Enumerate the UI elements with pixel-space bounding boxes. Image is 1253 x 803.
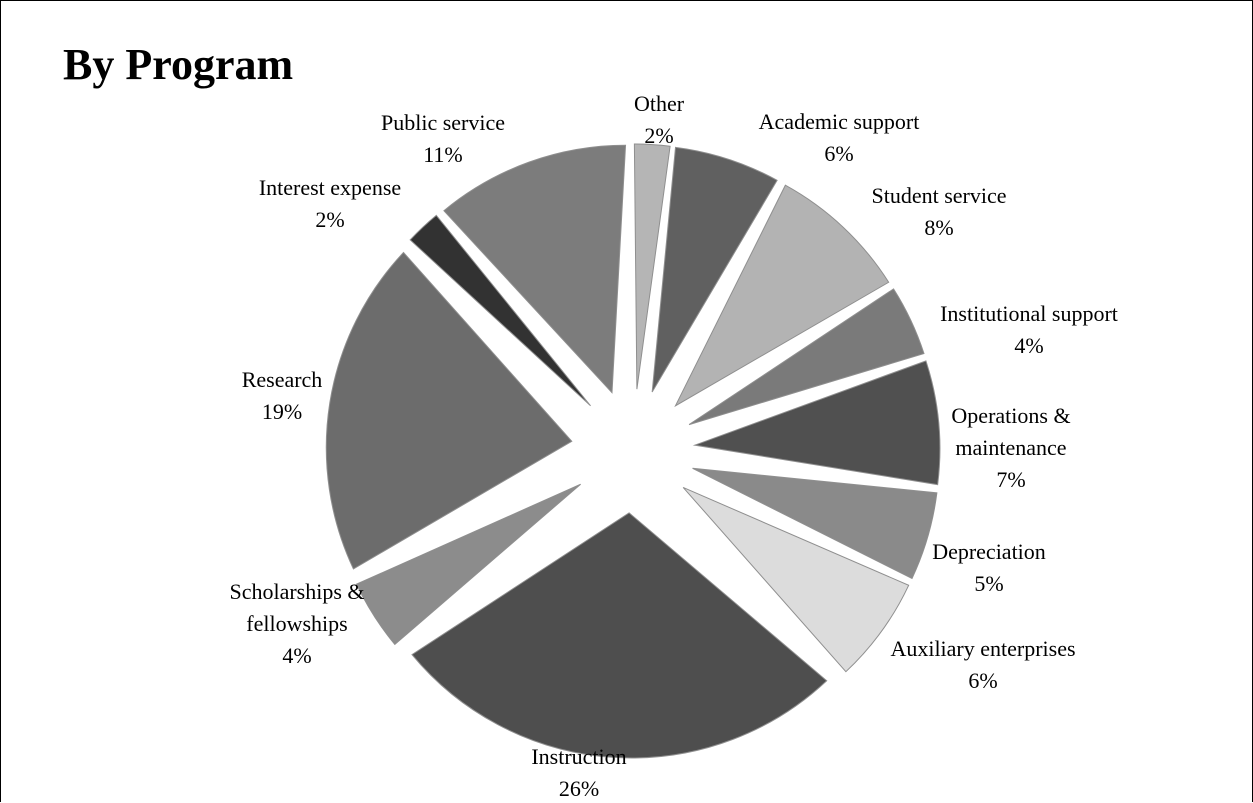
- slice-value: 19%: [262, 399, 302, 424]
- pie-slice: [355, 483, 581, 646]
- slice-value: 4%: [1014, 333, 1043, 358]
- slice-value: 4%: [282, 643, 311, 668]
- slice-label: Instruction 26%: [531, 744, 626, 801]
- pie-slice: [411, 512, 828, 759]
- pie-slice: [651, 146, 778, 393]
- slice-label: Operations & maintenance 7%: [951, 403, 1070, 492]
- slice-label: Academic support 6%: [759, 109, 920, 166]
- pie-slice: [325, 251, 573, 570]
- slice-label: Student service 8%: [871, 183, 1006, 240]
- slice-label: Public service 11%: [381, 110, 505, 167]
- slice-value: 8%: [924, 215, 953, 240]
- pie-slice: [692, 360, 941, 486]
- slice-label: Depreciation 5%: [932, 539, 1046, 596]
- slice-value: 26%: [559, 776, 599, 801]
- pie-slice: [682, 486, 910, 673]
- slice-label: Interest expense 2%: [259, 175, 401, 232]
- pie-slice: [443, 144, 627, 394]
- chart-title: By Program: [63, 40, 294, 89]
- pie-slice: [692, 467, 938, 580]
- slice-value: 6%: [824, 141, 853, 166]
- slice-value: 2%: [315, 207, 344, 232]
- pie-slice: [674, 184, 890, 408]
- slice-value: 2%: [644, 123, 673, 148]
- pie-slice: [688, 288, 925, 426]
- pie-slice: [409, 214, 591, 407]
- slice-label: Scholarships & fellowships 4%: [229, 579, 364, 668]
- slice-label: Institutional support 4%: [940, 301, 1118, 358]
- pie-slice: [633, 143, 671, 390]
- slice-label: Auxiliary enterprises 6%: [890, 636, 1075, 693]
- slice-value: 5%: [974, 571, 1003, 596]
- slice-value: 6%: [968, 668, 997, 693]
- slice-value: 11%: [423, 142, 463, 167]
- slice-value: 7%: [996, 467, 1025, 492]
- slice-label: Research 19%: [242, 367, 323, 424]
- slice-label: Other 2%: [634, 91, 685, 148]
